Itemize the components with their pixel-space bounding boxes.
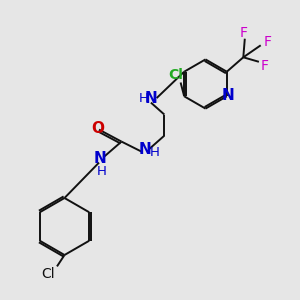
Text: F: F — [261, 59, 269, 73]
Text: F: F — [263, 35, 271, 49]
Text: N: N — [138, 142, 151, 157]
Text: O: O — [91, 121, 104, 136]
Text: H: H — [97, 165, 107, 178]
Text: N: N — [93, 151, 106, 166]
Text: H: H — [139, 92, 149, 105]
Text: N: N — [222, 88, 235, 103]
Text: Cl: Cl — [41, 267, 55, 281]
Text: N: N — [145, 91, 158, 106]
Text: F: F — [240, 26, 248, 40]
Text: Cl: Cl — [168, 68, 183, 82]
Text: H: H — [150, 146, 159, 160]
